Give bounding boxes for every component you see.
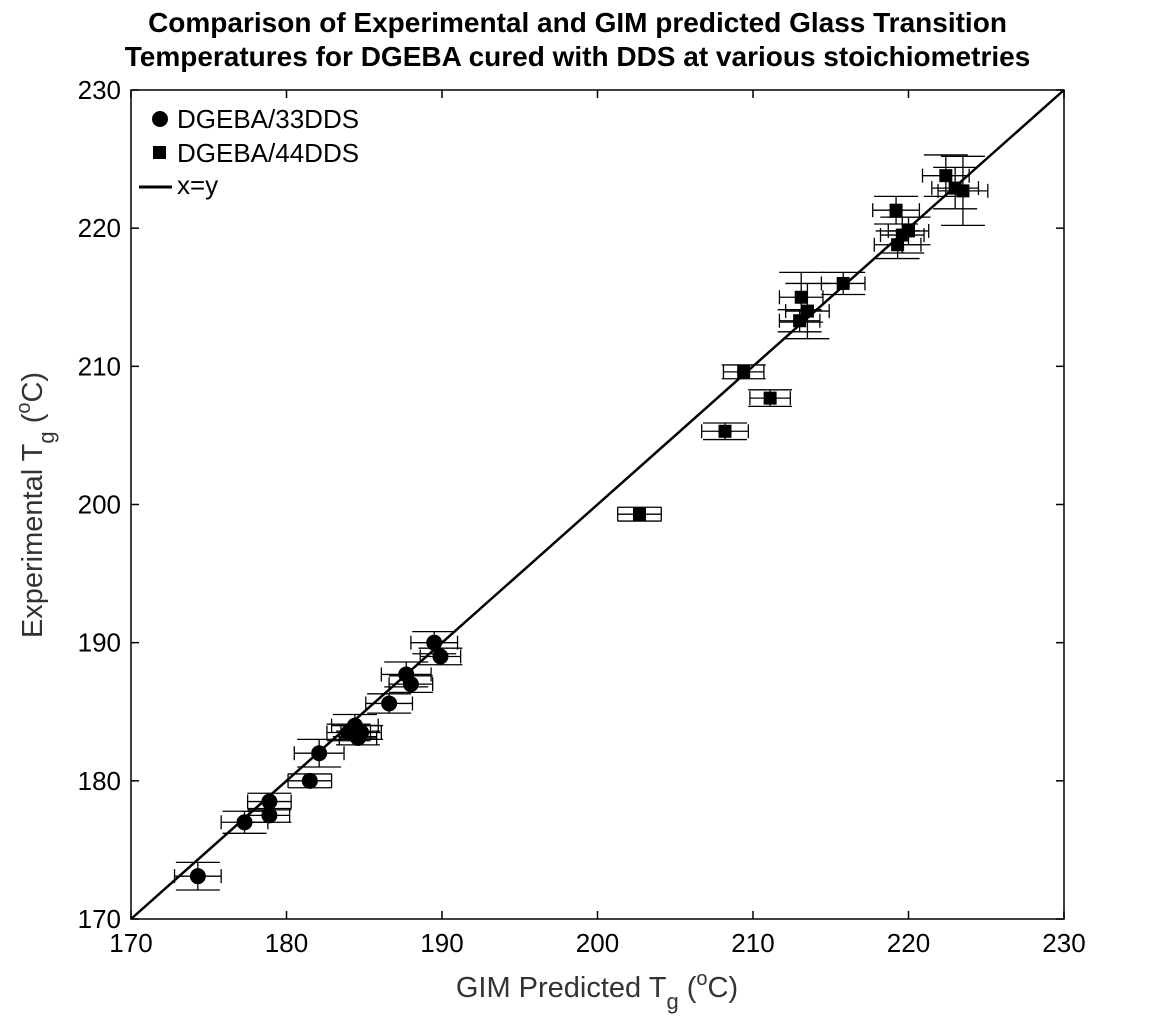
data-point-44dds (939, 169, 953, 183)
data-point-44dds (902, 224, 915, 238)
y-tick-label: 190 (78, 628, 121, 658)
data-point-44dds (632, 507, 646, 521)
y-tick-label: 170 (78, 904, 121, 934)
legend-square-marker (153, 146, 166, 159)
legend: DGEBA/33DDS DGEBA/44DDS x=y (139, 104, 359, 200)
y-axis-label: Experimental Tg (oC) (13, 372, 59, 638)
data-point-33dds (301, 772, 318, 789)
x-tick-label: 210 (731, 928, 774, 958)
x-axis-label: GIM Predicted Tg (oC) (456, 968, 738, 1014)
axis-ticks: 170 180 190 200 210 220 230 170 180 190 200 210 220 2… (78, 75, 1086, 958)
y-tick-label: 220 (78, 213, 121, 243)
x-tick-label: 190 (420, 928, 463, 958)
data-point-44dds (956, 184, 970, 198)
data-point-44dds (836, 276, 850, 290)
data-point-33dds (261, 807, 278, 824)
data-point-44dds (718, 424, 732, 438)
y-tick-label: 210 (78, 351, 121, 381)
legend-label-44dds: DGEBA/44DDS (177, 138, 359, 168)
x-tick-label: 170 (109, 928, 152, 958)
legend-label-33dds: DGEBA/33DDS (177, 104, 359, 134)
x-tick-label: 180 (265, 928, 308, 958)
data-point-33dds (381, 695, 398, 712)
legend-label-xy: x=y (177, 170, 218, 200)
x-tick-label: 220 (887, 928, 930, 958)
legend-circle-marker (152, 111, 168, 127)
data-point-33dds (426, 634, 443, 651)
data-markers (189, 169, 970, 885)
data-point-33dds (189, 868, 206, 885)
data-point-33dds (402, 676, 419, 693)
data-point-44dds (793, 314, 807, 328)
x-tick-label: 230 (1042, 928, 1085, 958)
y-tick-label: 180 (78, 766, 121, 796)
data-point-44dds (794, 290, 808, 304)
chart-title-line-2: Temperatures for DGEBA cured with DDS at… (124, 41, 1031, 72)
chart-title-line-1: Comparison of Experimental and GIM predi… (148, 7, 1007, 38)
data-point-33dds (236, 814, 253, 831)
data-point-33dds (311, 745, 328, 762)
x-tick-label: 200 (576, 928, 619, 958)
data-point-44dds (737, 365, 751, 379)
data-point-44dds (889, 203, 903, 217)
y-tick-label: 200 (78, 490, 121, 520)
data-point-44dds (763, 391, 777, 405)
data-point-33dds (350, 730, 367, 747)
y-tick-label: 230 (78, 75, 121, 105)
data-point-33dds (432, 648, 449, 665)
data-point-33dds (261, 793, 278, 810)
